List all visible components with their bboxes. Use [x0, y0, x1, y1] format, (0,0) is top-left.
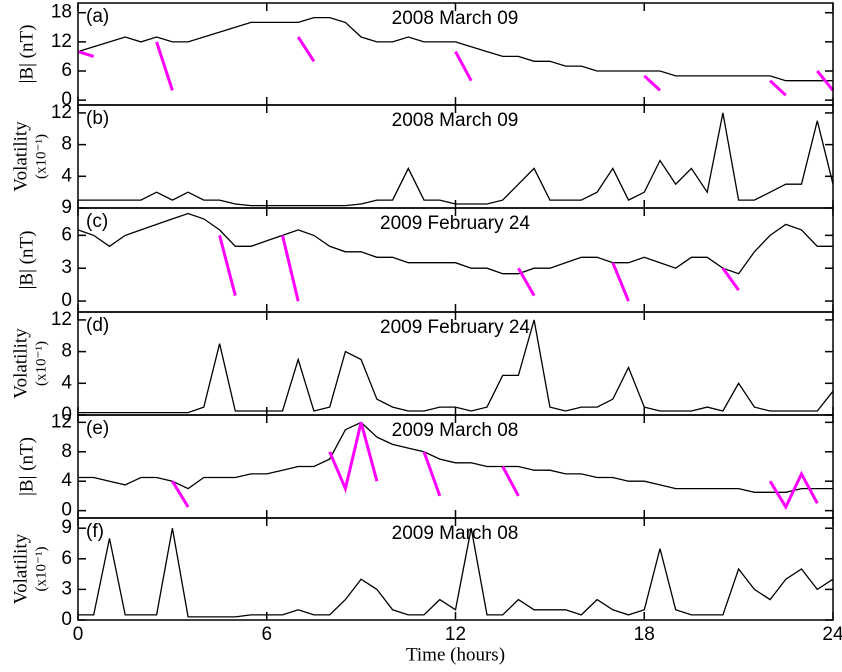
y-axis-unit: (x10⁻¹): [33, 134, 49, 179]
panel-label: (d): [86, 315, 109, 336]
panel-label: (a): [86, 6, 109, 27]
panel-frame: [77, 517, 834, 621]
y-tick-label: 6: [61, 548, 72, 569]
y-tick-label: 4: [61, 372, 72, 393]
x-tick-label: 12: [445, 624, 466, 645]
y-tick-label: 12: [51, 102, 72, 123]
y-axis-label: Volatility: [10, 121, 31, 192]
y-tick-label: 0: [61, 404, 72, 425]
y-axis-label: Volatility: [10, 533, 31, 604]
data-line: [77, 212, 833, 275]
data-line: [77, 16, 833, 82]
y-tick-label: 18: [51, 2, 72, 23]
panel-label: (c): [86, 211, 108, 232]
x-tick-label: 6: [261, 624, 272, 645]
y-tick-label: 0: [61, 290, 72, 311]
y-axis-label: Volatility: [10, 328, 31, 399]
data-line: [78, 421, 833, 493]
panel-label: (b): [86, 108, 109, 129]
y-tick-label: 0: [61, 89, 72, 110]
data-line: [78, 528, 834, 618]
y-tick-label: 6: [61, 224, 72, 245]
x-axis-label: Time (hours): [406, 644, 505, 665]
y-tick-label: 8: [61, 341, 72, 362]
y-tick-label: 8: [61, 441, 72, 462]
panel-title: 2008 March 09: [392, 110, 519, 131]
y-tick-label: 0: [61, 500, 72, 521]
y-tick-label: 4: [61, 470, 72, 491]
y-tick-label: 12: [51, 31, 72, 52]
data-line: [218, 235, 740, 302]
data-line: [171, 422, 819, 511]
y-axis-label: |B| (nT): [16, 437, 37, 496]
panel-title: 2009 February 24: [380, 317, 530, 338]
y-axis-label: |B| (nT): [16, 25, 37, 84]
data-line: [77, 36, 835, 97]
panel-title: 2009 February 24: [380, 213, 530, 234]
panel-title: 2009 March 08: [392, 523, 519, 544]
panel-title: 2009 March 08: [392, 420, 519, 441]
y-tick-label: 6: [61, 60, 72, 81]
y-tick-label: 8: [61, 134, 72, 155]
panel-title: 2008 March 09: [392, 8, 519, 29]
y-tick-label: 3: [61, 578, 72, 599]
y-tick-label: 4: [61, 165, 72, 186]
y-tick-label: 12: [51, 309, 72, 330]
data-line: [78, 112, 834, 207]
y-tick-label: 9: [61, 517, 72, 538]
panel-label: (e): [86, 418, 109, 439]
y-tick-label: 3: [61, 257, 72, 278]
y-tick-label: 12: [51, 411, 72, 432]
y-axis-unit: (x10⁻¹): [33, 547, 49, 592]
y-axis-label: |B| (nT): [16, 231, 37, 290]
x-tick-label: 0: [73, 624, 84, 645]
y-axis-unit: (x10⁻¹): [33, 341, 49, 386]
y-tick-label: 9: [61, 197, 72, 218]
data-line: [78, 319, 834, 414]
y-tick-label: 0: [61, 609, 72, 630]
x-tick-label: 18: [634, 624, 655, 645]
x-tick-label: 24: [822, 624, 842, 645]
panel-label: (f): [86, 521, 104, 542]
